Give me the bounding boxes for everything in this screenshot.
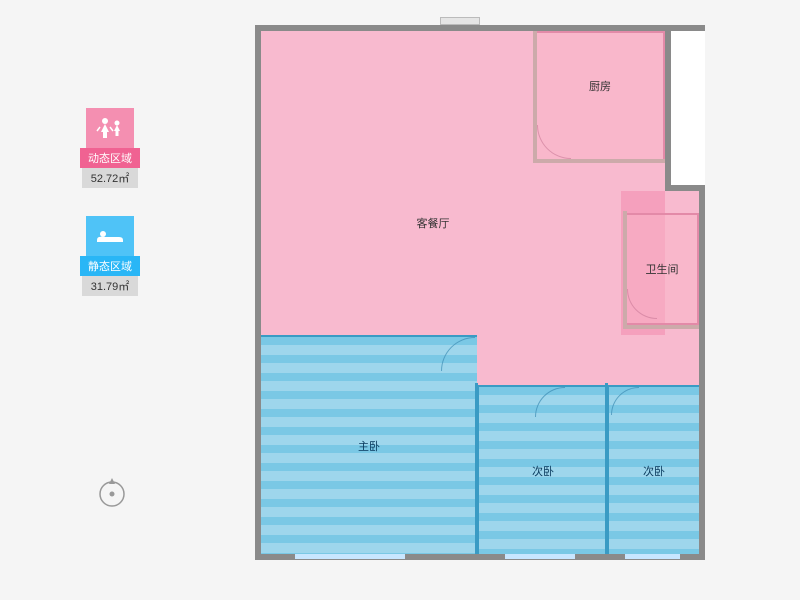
room-bath-label: 卫生间 (646, 261, 679, 277)
wall-bath-bottom (623, 325, 699, 329)
legend-dynamic-value: 52.72㎡ (82, 168, 138, 188)
wall-kitchen-bottom (533, 159, 665, 163)
window-bed2 (505, 554, 575, 559)
room-bed3-label: 次卧 (643, 463, 665, 479)
legend-static: 静态区域 31.79㎡ (80, 216, 140, 296)
room-master-label: 主卧 (358, 438, 380, 454)
legend-dynamic-label: 动态区域 (80, 148, 140, 168)
room-bed2-label: 次卧 (532, 463, 554, 479)
wall-bed-sep2 (605, 383, 608, 554)
room-living-label: 客餐厅 (417, 215, 450, 231)
wall-kitchen-left (533, 31, 537, 161)
compass-icon (95, 475, 129, 514)
room-kitchen-label: 厨房 (589, 78, 611, 94)
legend-static-label: 静态区域 (80, 256, 140, 276)
entry-notch (440, 17, 480, 25)
window-bed3 (625, 554, 680, 559)
wall-right-lower (699, 185, 705, 560)
legend-static-value: 31.79㎡ (82, 276, 138, 296)
wall-bed-sep1 (475, 383, 478, 554)
room-hall (477, 335, 699, 385)
wall-right-upper (665, 25, 671, 185)
legend-panel: 动态区域 52.72㎡ 静态区域 31.79㎡ (80, 108, 140, 324)
floorplan: 客餐厅 厨房 卫生间 主卧 次卧 次卧 (255, 25, 705, 560)
window-master (295, 554, 405, 559)
legend-dynamic: 动态区域 52.72㎡ (80, 108, 140, 188)
wall-bath-left (623, 211, 627, 327)
people-icon (86, 108, 134, 148)
sleep-icon (86, 216, 134, 256)
